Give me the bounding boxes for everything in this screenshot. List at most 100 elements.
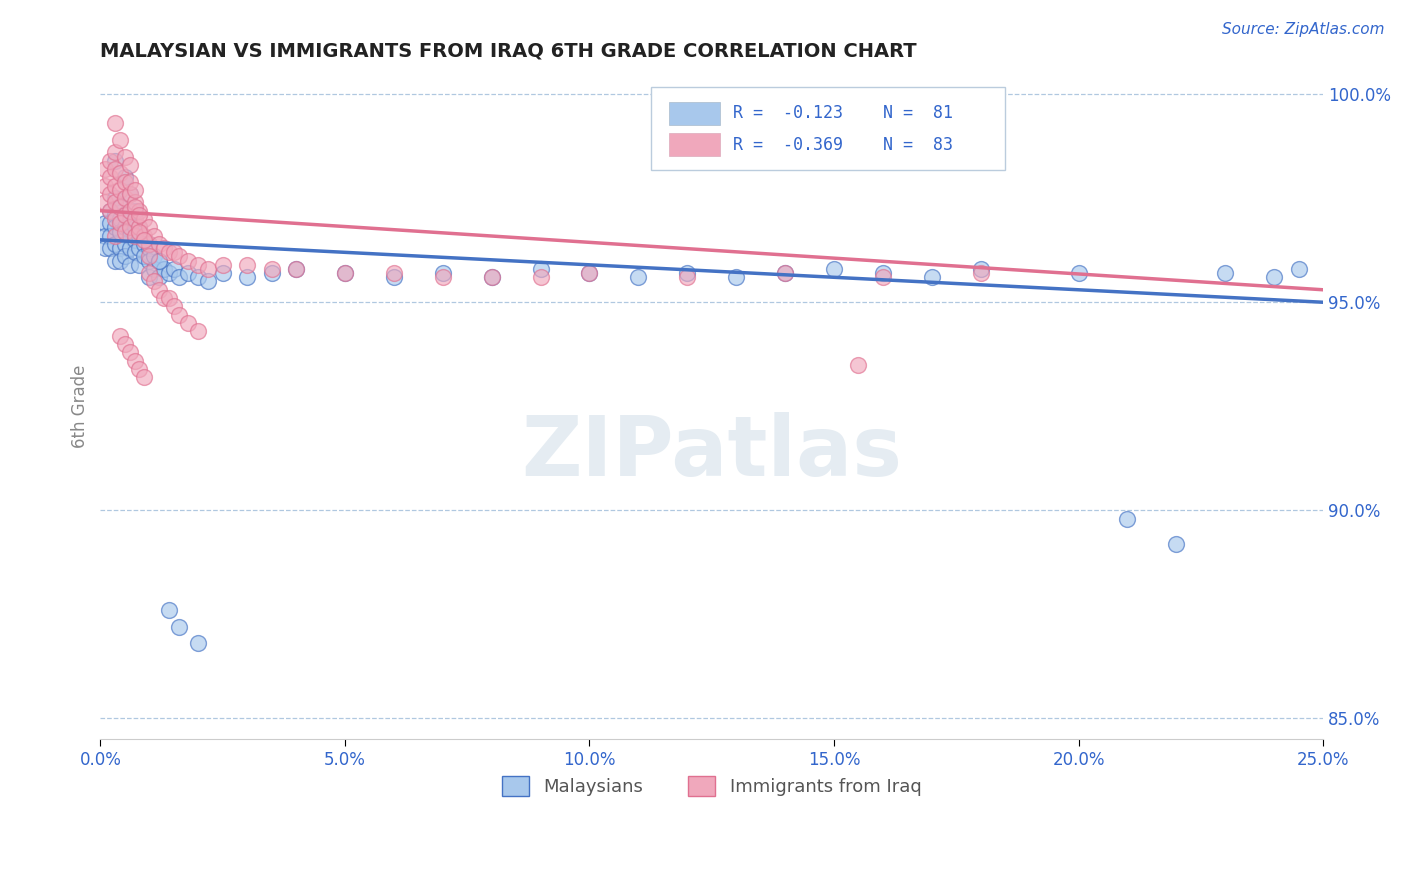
- Point: [157, 245, 180, 260]
- Point: [98, 216, 121, 230]
- Point: [134, 212, 156, 227]
- Point: [143, 275, 166, 289]
- Point: [134, 250, 156, 264]
- Point: [211, 266, 233, 280]
- Point: [153, 262, 176, 277]
- Point: [432, 266, 454, 280]
- Point: [148, 253, 170, 268]
- Legend: Malaysians, Immigrants from Iraq: Malaysians, Immigrants from Iraq: [495, 769, 929, 804]
- Point: [108, 212, 131, 227]
- Point: [114, 170, 136, 185]
- Point: [128, 208, 150, 222]
- Point: [676, 266, 699, 280]
- Point: [177, 266, 200, 280]
- Point: [118, 175, 141, 189]
- Point: [134, 370, 156, 384]
- Point: [124, 245, 146, 260]
- Point: [94, 195, 117, 210]
- Point: [128, 203, 150, 218]
- Text: ZIPatlas: ZIPatlas: [522, 412, 903, 493]
- Point: [481, 270, 503, 285]
- Point: [114, 208, 136, 222]
- Point: [104, 191, 127, 205]
- Point: [118, 187, 141, 202]
- Point: [104, 208, 127, 222]
- Point: [128, 258, 150, 272]
- Point: [1067, 266, 1090, 280]
- Point: [143, 228, 166, 243]
- Y-axis label: 6th Grade: 6th Grade: [72, 365, 89, 448]
- Point: [382, 266, 405, 280]
- Point: [578, 266, 600, 280]
- Point: [104, 145, 127, 160]
- Point: [236, 258, 259, 272]
- Point: [94, 162, 117, 177]
- Point: [1213, 266, 1236, 280]
- Point: [148, 253, 170, 268]
- Point: [98, 187, 121, 202]
- Point: [333, 266, 356, 280]
- Point: [104, 237, 127, 252]
- Point: [128, 220, 150, 235]
- Point: [114, 237, 136, 252]
- Point: [153, 241, 176, 255]
- Point: [124, 228, 146, 243]
- Point: [872, 270, 894, 285]
- Point: [197, 275, 219, 289]
- Point: [157, 291, 180, 305]
- Point: [1116, 511, 1139, 525]
- Point: [382, 270, 405, 285]
- Point: [114, 250, 136, 264]
- Point: [285, 262, 308, 277]
- Point: [163, 262, 186, 277]
- Point: [167, 620, 190, 634]
- Point: [98, 153, 121, 168]
- Text: MALAYSIAN VS IMMIGRANTS FROM IRAQ 6TH GRADE CORRELATION CHART: MALAYSIAN VS IMMIGRANTS FROM IRAQ 6TH GR…: [100, 42, 917, 61]
- Point: [148, 283, 170, 297]
- Point: [848, 358, 870, 372]
- Point: [187, 258, 209, 272]
- Point: [167, 308, 190, 322]
- FancyBboxPatch shape: [651, 87, 1005, 170]
- Point: [118, 187, 141, 202]
- Point: [124, 183, 146, 197]
- Point: [98, 203, 121, 218]
- Point: [108, 225, 131, 239]
- Point: [104, 212, 127, 227]
- Point: [128, 225, 150, 239]
- Point: [124, 203, 146, 218]
- Point: [124, 200, 146, 214]
- Point: [872, 266, 894, 280]
- Point: [725, 270, 748, 285]
- Point: [118, 258, 141, 272]
- Point: [627, 270, 650, 285]
- Point: [153, 291, 176, 305]
- Point: [138, 237, 160, 252]
- Point: [108, 133, 131, 147]
- Point: [773, 266, 796, 280]
- Point: [285, 262, 308, 277]
- Point: [108, 216, 131, 230]
- Point: [94, 228, 117, 243]
- Text: Source: ZipAtlas.com: Source: ZipAtlas.com: [1222, 22, 1385, 37]
- Point: [177, 316, 200, 330]
- Point: [529, 262, 551, 277]
- Point: [118, 158, 141, 172]
- Point: [187, 636, 209, 650]
- Point: [148, 270, 170, 285]
- Point: [481, 270, 503, 285]
- Point: [108, 183, 131, 197]
- Point: [94, 216, 117, 230]
- Point: [432, 270, 454, 285]
- Point: [94, 178, 117, 193]
- Point: [114, 150, 136, 164]
- Point: [104, 228, 127, 243]
- Point: [143, 250, 166, 264]
- Point: [163, 245, 186, 260]
- Point: [128, 220, 150, 235]
- Point: [148, 237, 170, 252]
- Point: [118, 212, 141, 227]
- Point: [970, 266, 993, 280]
- Point: [260, 266, 283, 280]
- Point: [118, 228, 141, 243]
